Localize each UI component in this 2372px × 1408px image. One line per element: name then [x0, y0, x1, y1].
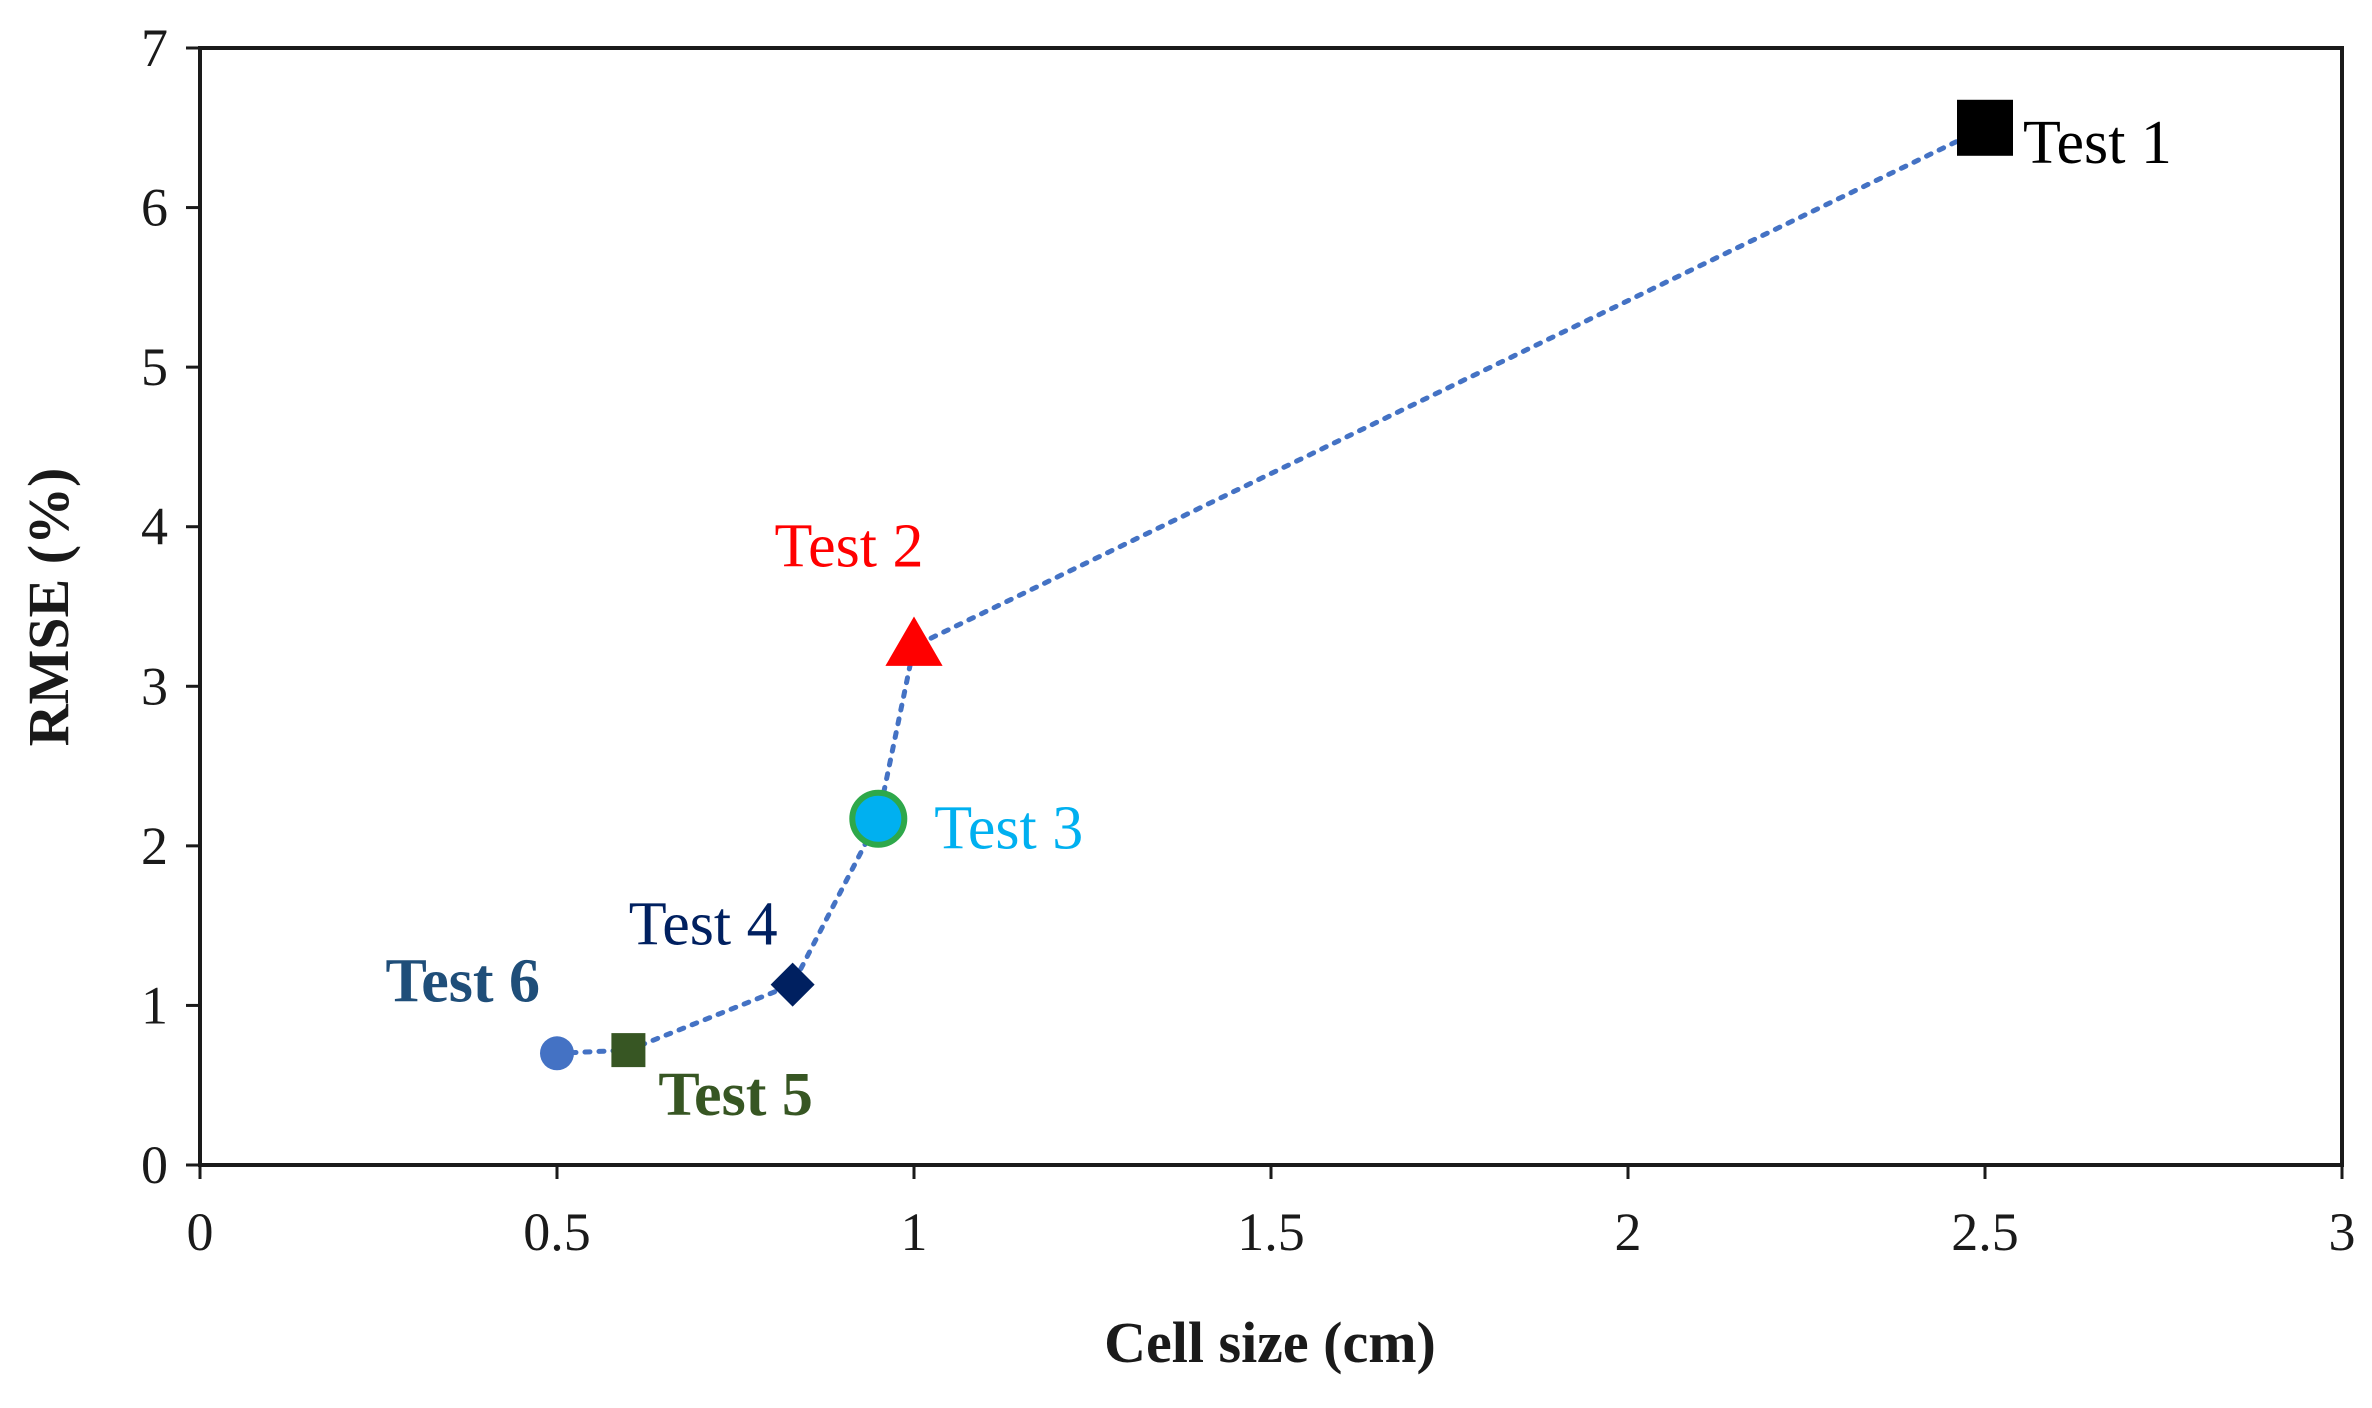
y-tick-label: 7	[141, 18, 168, 78]
point-test-6-label: Test 6	[386, 947, 540, 1015]
y-axis-title: RMSE (%)	[16, 468, 81, 747]
point-test-5-label: Test 5	[658, 1061, 812, 1129]
x-tick-label: 3	[2329, 1202, 2356, 1262]
y-tick-label: 2	[141, 816, 168, 876]
point-test-3	[849, 789, 908, 848]
y-tick-label: 1	[141, 975, 168, 1035]
x-tick-label: 2.5	[1951, 1202, 2019, 1262]
x-tick-label: 0	[187, 1202, 214, 1262]
point-test-6	[540, 1036, 574, 1071]
y-tick-label: 6	[141, 178, 168, 238]
y-tick-label: 5	[141, 337, 168, 397]
point-test-1	[1957, 99, 2013, 156]
point-test-4	[770, 962, 815, 1007]
point-test-5	[611, 1033, 646, 1068]
y-tick-label: 3	[141, 656, 168, 716]
x-tick-label: 1	[901, 1202, 928, 1262]
x-tick-label: 2	[1615, 1202, 1642, 1262]
y-tick-label: 0	[141, 1135, 168, 1195]
point-test-2-label: Test 2	[775, 512, 924, 580]
point-test-4-label: Test 4	[629, 891, 778, 959]
x-axis-title: Cell size (cm)	[1104, 1310, 1436, 1375]
y-tick-label: 4	[141, 497, 168, 557]
point-test-2	[885, 616, 943, 666]
point-test-3-label: Test 3	[934, 795, 1083, 863]
x-tick-label: 0.5	[523, 1202, 591, 1262]
point-test-1-label: Test 1	[2023, 109, 2172, 177]
x-tick-label: 1.5	[1237, 1202, 1305, 1262]
